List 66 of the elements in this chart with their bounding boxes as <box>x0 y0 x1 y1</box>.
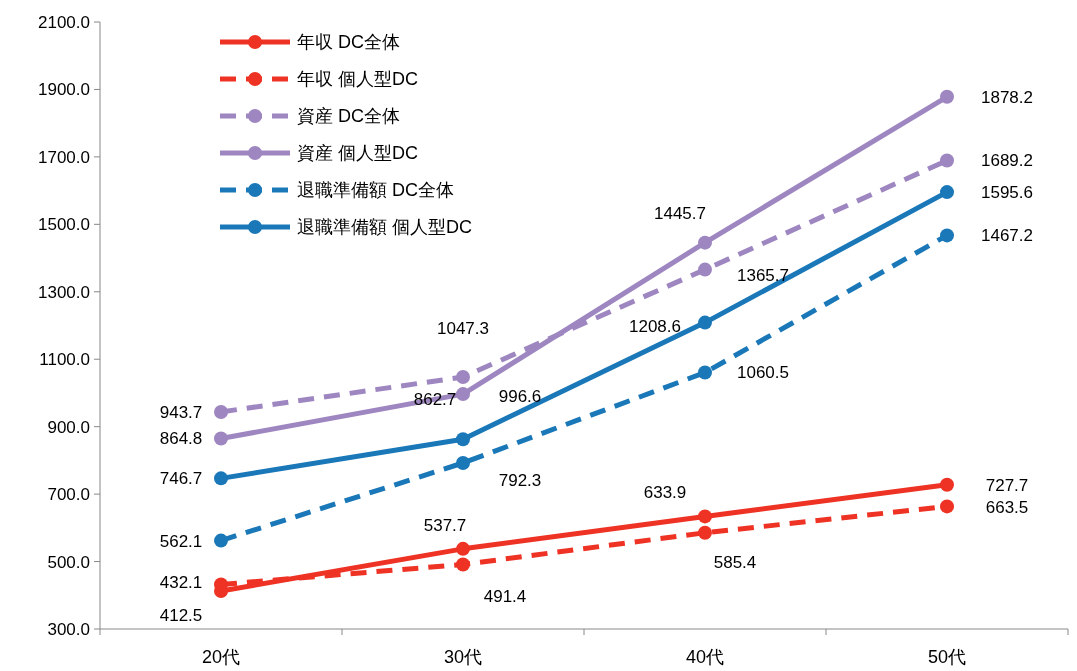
data-label: 1467.2 <box>981 226 1033 246</box>
point <box>456 387 470 402</box>
x-tick-label: 30代 <box>443 647 483 667</box>
point <box>698 235 712 250</box>
y-tick-label: 700.0 <box>47 485 90 505</box>
y-tick-label: 1300.0 <box>38 282 90 302</box>
legend-label: 退職準備額 DC全体 <box>297 180 454 201</box>
data-label: 943.7 <box>159 402 203 422</box>
point <box>698 315 712 330</box>
data-label: 862.7 <box>413 390 457 410</box>
y-tick-label: 300.0 <box>47 619 90 639</box>
data-label: 432.1 <box>159 573 203 593</box>
point <box>698 262 712 277</box>
data-label: 1878.2 <box>981 87 1033 107</box>
data-label: 663.5 <box>985 498 1029 518</box>
data-label: 746.7 <box>159 469 203 489</box>
point <box>940 89 954 104</box>
data-label: 727.7 <box>985 475 1029 495</box>
y-tick-label: 2100.0 <box>38 12 90 32</box>
legend-label: 年収 個人型DC <box>297 69 418 90</box>
data-label: 1445.7 <box>654 203 706 223</box>
y-tick-label: 1500.0 <box>38 215 90 235</box>
y-tick-label: 1700.0 <box>38 147 90 167</box>
data-label: 1595.6 <box>981 183 1033 203</box>
y-tick-label: 1900.0 <box>38 80 90 100</box>
y-tick-label: 500.0 <box>47 552 90 572</box>
point <box>698 525 712 540</box>
point <box>698 365 712 380</box>
point <box>214 533 228 548</box>
data-label: 792.3 <box>498 470 542 490</box>
legend-label: 資産 個人型DC <box>297 143 418 164</box>
x-tick-label: 40代 <box>685 647 725 667</box>
data-label: 1047.3 <box>437 318 489 338</box>
data-label: 1689.2 <box>981 151 1033 171</box>
point <box>456 432 470 447</box>
legend-label: 資産 DC全体 <box>297 106 400 127</box>
data-label: 1208.6 <box>629 316 681 336</box>
point <box>940 228 954 243</box>
x-tick-label: 20代 <box>201 647 241 667</box>
data-label: 537.7 <box>423 515 467 535</box>
data-label: 1365.7 <box>737 265 789 285</box>
point <box>940 499 954 514</box>
point <box>698 509 712 524</box>
legend-label: 退職準備額 個人型DC <box>297 217 472 238</box>
data-label: 633.9 <box>643 483 687 503</box>
point <box>456 541 470 556</box>
point <box>456 557 470 572</box>
point <box>456 369 470 384</box>
point <box>940 153 954 168</box>
data-label: 562.1 <box>159 531 203 551</box>
point <box>214 471 228 486</box>
data-label: 412.5 <box>159 606 203 626</box>
point <box>456 455 470 470</box>
data-label: 996.6 <box>498 387 542 407</box>
y-tick-label: 1100.0 <box>39 350 90 370</box>
point <box>214 431 228 446</box>
data-label: 1060.5 <box>737 363 789 383</box>
data-label: 491.4 <box>483 587 527 607</box>
x-tick-label: 50代 <box>927 647 967 667</box>
legend-label: 年収 DC全体 <box>297 32 400 53</box>
point <box>214 404 228 419</box>
point <box>940 185 954 200</box>
data-label: 585.4 <box>713 552 757 572</box>
data-label: 864.8 <box>159 429 203 449</box>
y-tick-label: 900.0 <box>47 417 90 437</box>
point <box>940 477 954 492</box>
